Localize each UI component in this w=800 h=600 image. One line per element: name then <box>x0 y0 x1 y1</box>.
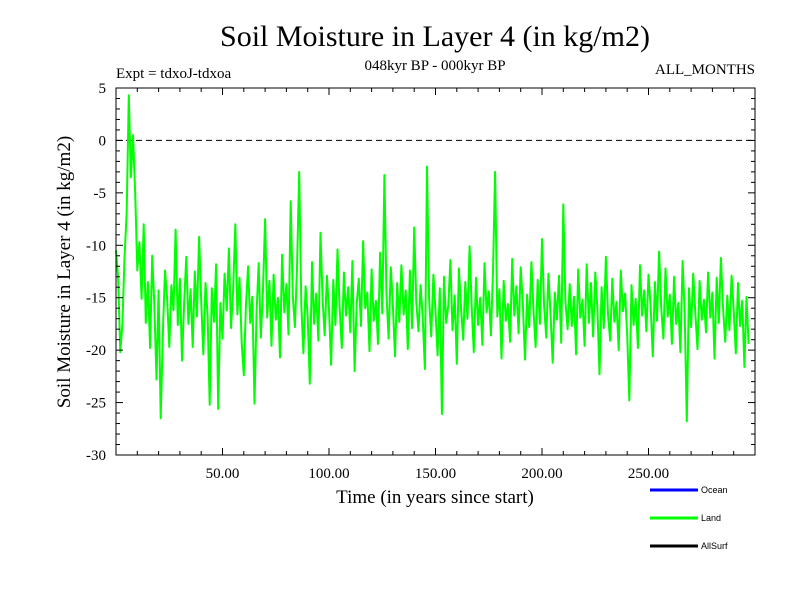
chart-subtitle-left: Expt = tdxoJ-tdxoa <box>116 66 231 82</box>
y-tick-label: -25 <box>86 396 106 412</box>
chart-subtitle-right: ALL_MONTHS <box>655 62 755 78</box>
x-tick-label: 200.00 <box>521 466 562 482</box>
legend-label-allsurf: AllSurf <box>701 541 728 551</box>
axes: 50.00 100.00 150.00 200.00 250.00 5 0 -5 -10 -15 -… <box>86 81 756 482</box>
chart-subtitle-center: 048kyr BP - 000kyr BP <box>364 58 505 74</box>
y-tick-label: 5 <box>99 81 107 97</box>
plot-area <box>115 94 755 423</box>
series-line-land <box>115 94 750 423</box>
x-tick-label: 150.00 <box>415 466 456 482</box>
y-tick-label: -10 <box>86 238 106 254</box>
y-tick-label: -30 <box>86 448 106 464</box>
x-axis-label: Time (in years since start) <box>336 487 534 508</box>
x-tick-label: 100.00 <box>308 466 349 482</box>
y-axis-label: Soil Moisture in Layer 4 (in kg/m2) <box>54 136 75 408</box>
legend-label-land: Land <box>701 513 721 523</box>
x-tick-label: 250.00 <box>628 466 669 482</box>
y-tick-label: -15 <box>86 291 106 307</box>
x-tick-label: 50.00 <box>206 466 240 482</box>
y-tick-label: -5 <box>94 186 107 202</box>
y-tick-label: -20 <box>86 343 106 359</box>
legend-label-ocean: Ocean <box>701 485 728 495</box>
y-tick-label: 0 <box>99 133 107 149</box>
chart-title: Soil Moisture in Layer 4 (in kg/m2) <box>220 20 650 53</box>
legend: Ocean Land AllSurf <box>650 485 728 551</box>
